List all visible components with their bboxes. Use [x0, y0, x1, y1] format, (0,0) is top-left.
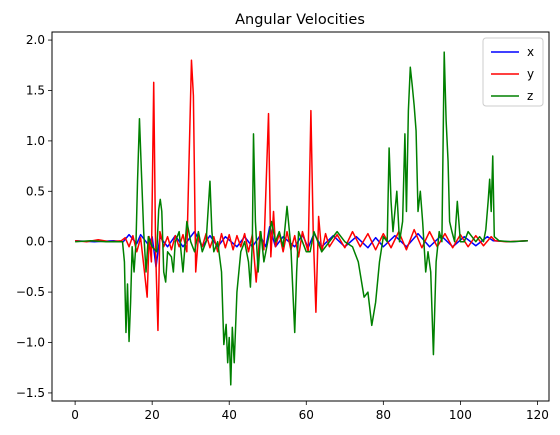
- series-line-y: [75, 59, 528, 332]
- series-line-z: [75, 51, 528, 386]
- x-tick-label: 0: [71, 408, 79, 422]
- axes-frame: [51, 31, 550, 402]
- x-tick-label: 120: [526, 408, 549, 422]
- legend: xyz: [482, 37, 544, 107]
- y-tick-label: 0.5: [26, 184, 45, 198]
- legend-label-z: z: [527, 89, 533, 103]
- y-tick-label: 2.0: [26, 33, 45, 47]
- y-axis: −1.5 −1.0 −0.5 0.0 0.5 1.0 1.5 2.0: [16, 33, 52, 400]
- plot-area: [75, 51, 528, 386]
- y-tick-label: −0.5: [16, 285, 45, 299]
- y-tick-label: −1.0: [16, 336, 45, 350]
- chart-title: Angular Velocities: [235, 12, 365, 28]
- legend-box: [482, 37, 544, 107]
- x-axis: 0 20 40 60 80 100 120: [71, 401, 549, 422]
- legend-label-x: x: [527, 45, 534, 59]
- x-tick-label: 40: [222, 408, 237, 422]
- x-tick-label: 80: [376, 408, 391, 422]
- y-tick-label: 0.0: [26, 235, 45, 249]
- y-tick-label: 1.0: [26, 134, 45, 148]
- y-tick-label: 1.5: [26, 83, 45, 97]
- x-tick-label: 100: [449, 408, 472, 422]
- y-tick-label: −1.5: [16, 386, 45, 400]
- x-tick-label: 20: [145, 408, 160, 422]
- x-tick-label: 60: [299, 408, 314, 422]
- legend-label-y: y: [527, 67, 534, 81]
